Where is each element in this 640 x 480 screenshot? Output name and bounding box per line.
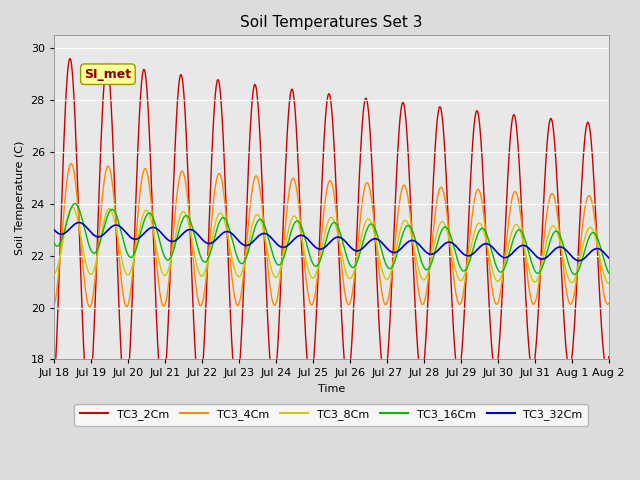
Legend: TC3_2Cm, TC3_4Cm, TC3_8Cm, TC3_16Cm, TC3_32Cm: TC3_2Cm, TC3_4Cm, TC3_8Cm, TC3_16Cm, TC3…: [74, 404, 588, 426]
Text: SI_met: SI_met: [84, 68, 131, 81]
Y-axis label: Soil Temperature (C): Soil Temperature (C): [15, 140, 25, 254]
Title: Soil Temperatures Set 3: Soil Temperatures Set 3: [240, 15, 422, 30]
X-axis label: Time: Time: [317, 384, 345, 394]
